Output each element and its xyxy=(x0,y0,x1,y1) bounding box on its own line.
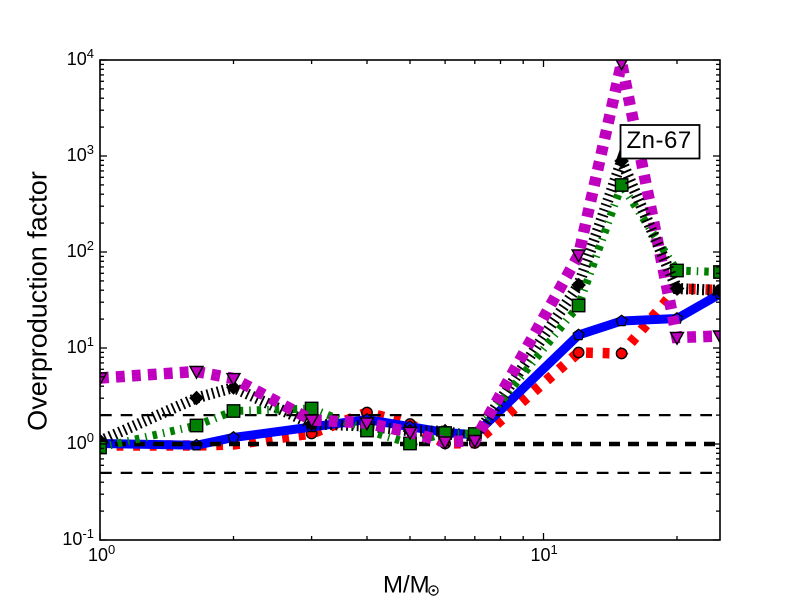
svg-text:Overproduction factor: Overproduction factor xyxy=(23,171,53,431)
svg-text:M/M: M/M xyxy=(383,572,430,599)
svg-text:Zn-67: Zn-67 xyxy=(627,127,692,154)
